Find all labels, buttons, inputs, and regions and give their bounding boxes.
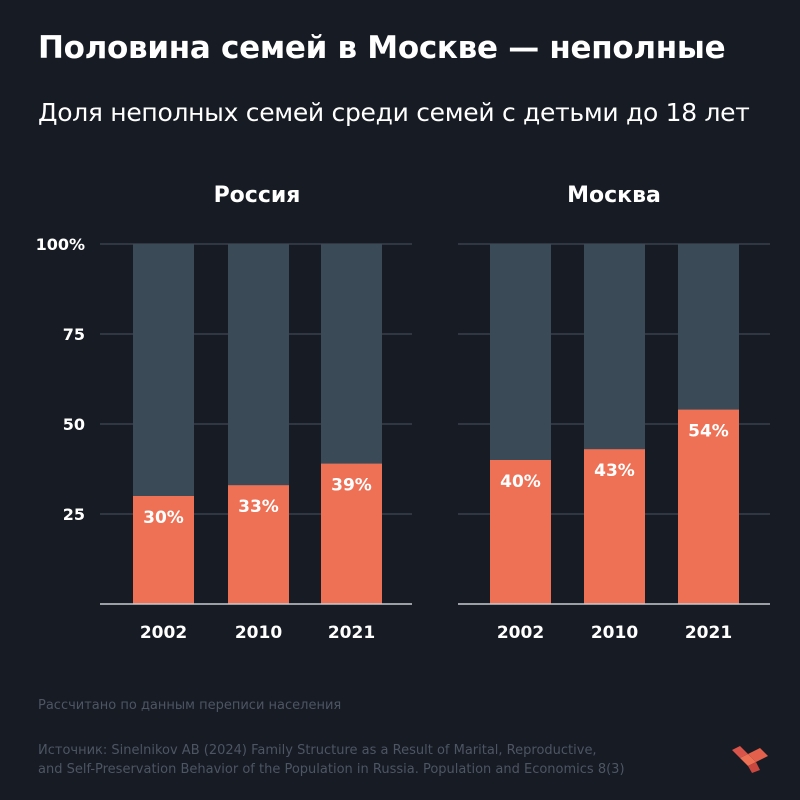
source-line-1: Источник: Sinelnikov AB (2024) Family St… (38, 743, 597, 758)
x-tick-label: 2010 (591, 623, 638, 643)
x-tick-label: 2021 (685, 623, 732, 643)
x-tick-label: 2002 (140, 623, 187, 643)
y-tick-label: 75 (63, 325, 85, 344)
data-label: 33% (238, 497, 279, 517)
data-label: 40% (500, 472, 541, 492)
bar-share (584, 449, 645, 604)
page-subtitle: Доля неполных семей среди семей с детьми… (38, 98, 750, 127)
y-tick-label: 25 (63, 505, 85, 524)
page-title: Половина семей в Москве — неполные (38, 30, 726, 66)
data-label: 30% (143, 508, 184, 528)
x-tick-label: 2021 (328, 623, 375, 643)
data-label: 39% (331, 476, 372, 496)
y-tick-label: 100% (36, 235, 85, 254)
bar-share (678, 409, 739, 604)
bar-share (321, 463, 382, 604)
source-citation: Источник: Sinelnikov AB (2024) Family St… (38, 741, 718, 779)
x-tick-label: 2002 (497, 623, 544, 643)
source-line-2: and Self-Preservation Behavior of the Po… (38, 762, 625, 777)
brand-logo-icon (730, 744, 770, 778)
y-tick-label: 50 (63, 415, 85, 434)
bar-share (490, 460, 551, 604)
bar-share (228, 485, 289, 604)
panel-title: Москва (567, 183, 661, 208)
x-tick-label: 2010 (235, 623, 282, 643)
panel-title: Россия (214, 183, 301, 208)
bar-share (133, 496, 194, 604)
data-label: 54% (688, 422, 729, 442)
method-note: Рассчитано по данным переписи населения (38, 698, 342, 713)
data-label: 43% (594, 461, 635, 481)
